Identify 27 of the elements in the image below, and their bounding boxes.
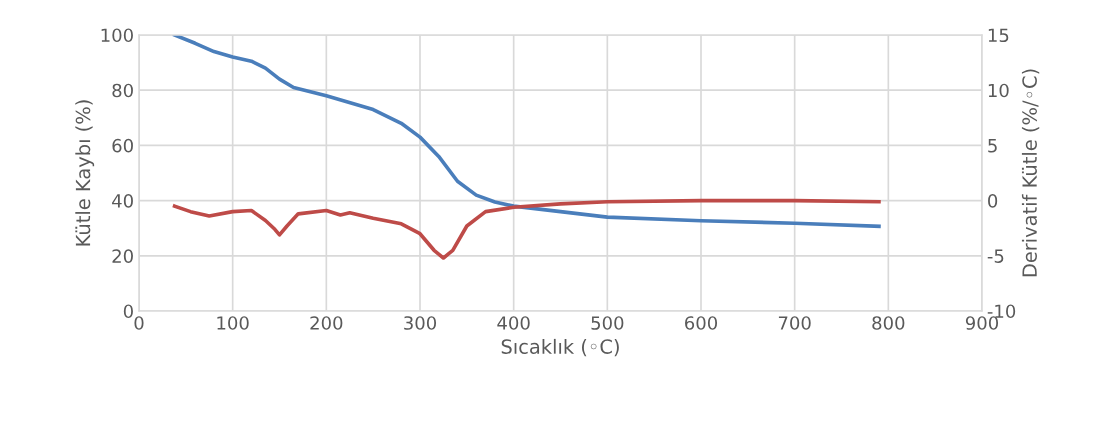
x-tick-label: 900 [965,316,999,330]
x-tick-label: 0 [134,316,144,330]
x-tick-label: 600 [685,316,718,330]
line-series [172,198,881,260]
y2-tick-label: 15 [988,28,1009,43]
y-tick-label: 60 [112,138,133,153]
x-tick-label: 200 [310,316,343,330]
x-tick-label: 100 [217,316,249,330]
y2-tick-label: 10 [988,83,1009,98]
x-tick-label: 800 [872,316,905,330]
y2-tick-label: 0 [988,194,998,208]
y-tick-label: 80 [112,83,133,98]
line-series [172,35,881,229]
y2-tick-label: -5 [987,249,1004,263]
x-tick-label: 400 [497,316,530,330]
x-tick-label: 700 [778,316,811,330]
x-tick-label: 300 [404,316,437,330]
y-tick-label: 40 [112,194,133,208]
y-tick-label: 100 [101,28,133,43]
x-tick-label: 500 [591,316,624,330]
y2-axis-title: Derivatif Kütle (%/◦C) [1021,69,1040,277]
y-tick-label: 0 [123,304,133,319]
y-tick-label: 20 [112,249,133,263]
y2-tick-label: 5 [988,139,997,153]
y-axis-title: Kütle Kaybı (%) [75,100,95,246]
y2-tick-label: -10 [987,304,1016,319]
x-axis-title: Sıcaklık (◦C) [501,338,619,357]
